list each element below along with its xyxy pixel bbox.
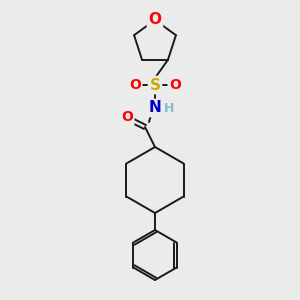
Text: H: H bbox=[164, 101, 174, 115]
Text: S: S bbox=[149, 77, 161, 92]
Text: O: O bbox=[169, 78, 181, 92]
Text: O: O bbox=[148, 13, 161, 28]
Text: O: O bbox=[129, 78, 141, 92]
Text: N: N bbox=[148, 100, 161, 116]
Text: O: O bbox=[121, 110, 133, 124]
